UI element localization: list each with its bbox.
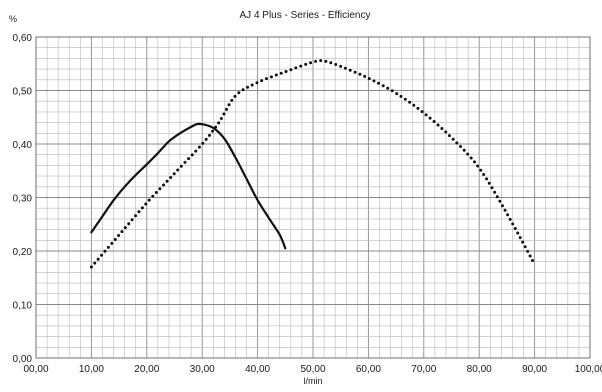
series-layer	[89, 59, 537, 269]
tick-labels: 00,00 10,00 20,00 30,00 40,00 50,00 60,00 70,00…	[13, 33, 602, 375]
x-tick-label: 80,00	[467, 364, 492, 375]
x-tick-label: 10,00	[79, 364, 104, 375]
x-tick-label: 40,00	[245, 364, 270, 375]
x-axis-title: l/min	[303, 376, 322, 386]
x-tick-label: 100,00	[575, 364, 602, 375]
x-tick-label: 20,00	[134, 364, 159, 375]
y-axis-title: %	[9, 14, 17, 24]
grid	[35, 36, 591, 359]
series-line-dotted	[89, 59, 537, 269]
x-tick-label: 60,00	[356, 364, 381, 375]
y-tick-label: 0,00	[13, 354, 33, 365]
plot-frame	[35, 36, 591, 359]
y-tick-label: 0,50	[13, 87, 33, 98]
x-tick-label: 50,00	[300, 364, 325, 375]
y-tick-label: 0,20	[13, 247, 33, 258]
y-tick-label: 0,40	[13, 140, 33, 151]
series-line-solid	[90, 122, 287, 250]
x-tick-label: 70,00	[411, 364, 436, 375]
x-tick-label: 30,00	[190, 364, 215, 375]
chart-title: AJ 4 Plus - Series - Efficiency	[240, 10, 371, 21]
y-tick-label: 0,60	[13, 33, 33, 44]
x-tick-label: 00,00	[23, 364, 48, 375]
y-tick-label: 0,30	[13, 194, 33, 205]
y-tick-label: 0,10	[13, 301, 33, 312]
x-tick-label: 90,00	[522, 364, 547, 375]
